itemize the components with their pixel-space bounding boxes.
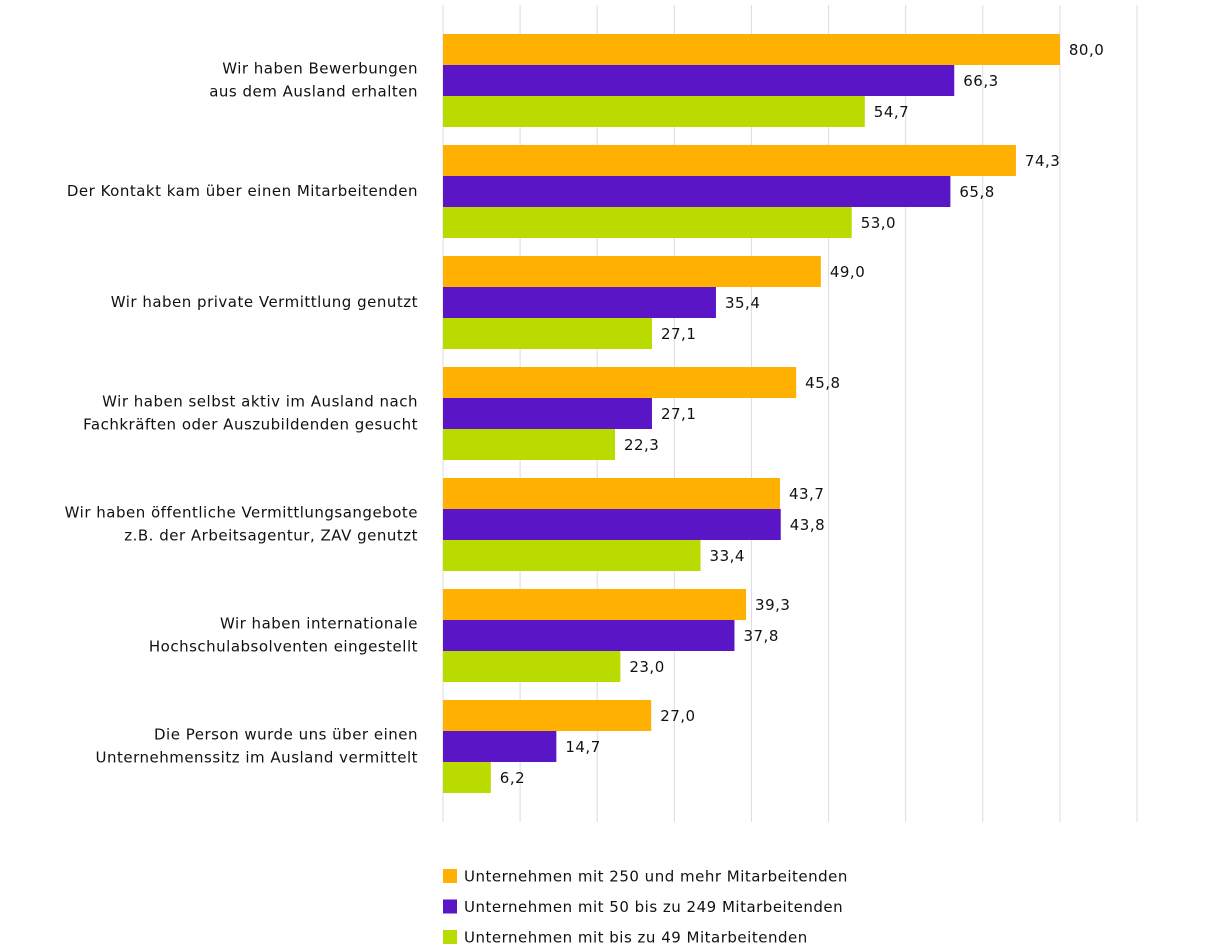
legend-label: Unternehmen mit bis zu 49 Mitarbeitenden <box>464 929 808 945</box>
value-label: 53,0 <box>861 214 896 232</box>
category-label: Der Kontakt kam über einen Mitarbeitende… <box>67 182 418 200</box>
value-label: 54,7 <box>874 103 909 121</box>
category-label: Hochschulabsolventen eingestellt <box>149 638 418 656</box>
category-label: Wir haben private Vermittlung genutzt <box>111 293 418 311</box>
value-label: 43,8 <box>790 516 825 534</box>
bar <box>443 176 951 207</box>
bar <box>443 509 781 540</box>
bar <box>443 207 852 238</box>
category-label: Wir haben internationale <box>220 615 418 633</box>
value-label: 66,3 <box>963 72 998 90</box>
category-label: Die Person wurde uns über einen <box>154 726 418 744</box>
value-label: 45,8 <box>805 374 840 392</box>
bar <box>443 398 652 429</box>
legend-swatch <box>443 899 457 914</box>
bar <box>443 96 865 127</box>
category-label: Wir haben öffentliche Vermittlungsangebo… <box>65 504 418 522</box>
category-label: Fachkräften oder Auszubildenden gesucht <box>83 416 418 434</box>
value-label: 43,7 <box>789 485 824 503</box>
value-label: 80,0 <box>1069 41 1104 59</box>
value-label: 27,1 <box>661 405 696 423</box>
bar <box>443 145 1016 176</box>
bar <box>443 620 735 651</box>
value-label: 35,4 <box>725 294 760 312</box>
value-label: 6,2 <box>500 769 525 787</box>
bar <box>443 256 821 287</box>
bar <box>443 540 701 571</box>
category-label: aus dem Ausland erhalten <box>209 83 418 101</box>
value-label: 14,7 <box>565 738 600 756</box>
bar <box>443 429 615 460</box>
bar <box>443 700 652 731</box>
value-label: 49,0 <box>830 263 865 281</box>
value-label: 65,8 <box>959 183 994 201</box>
category-label: z.B. der Arbeitsagentur, ZAV genutzt <box>124 527 418 545</box>
value-label: 27,0 <box>660 707 695 725</box>
category-label: Wir haben selbst aktiv im Ausland nach <box>102 393 418 411</box>
value-label: 23,0 <box>629 658 664 676</box>
bar <box>443 731 557 762</box>
category-label: Unternehmenssitz im Ausland vermittelt <box>95 749 418 767</box>
bar <box>443 318 652 349</box>
category-label: Wir haben Bewerbungen <box>222 60 418 78</box>
bar <box>443 478 780 509</box>
legend-label: Unternehmen mit 250 und mehr Mitarbeiten… <box>464 868 848 886</box>
bar <box>443 762 491 793</box>
bar <box>443 651 621 682</box>
value-label: 33,4 <box>710 547 745 565</box>
bar <box>443 65 955 96</box>
value-label: 37,8 <box>743 627 778 645</box>
value-label: 74,3 <box>1025 152 1060 170</box>
legend-swatch <box>443 930 457 944</box>
legend-label: Unternehmen mit 50 bis zu 249 Mitarbeite… <box>464 898 843 916</box>
legend-swatch <box>443 869 457 883</box>
bar <box>443 367 797 398</box>
bar <box>443 589 747 620</box>
value-label: 27,1 <box>661 325 696 343</box>
bar <box>443 34 1060 65</box>
value-label: 39,3 <box>755 596 790 614</box>
value-label: 22,3 <box>624 436 659 454</box>
bar <box>443 287 716 318</box>
